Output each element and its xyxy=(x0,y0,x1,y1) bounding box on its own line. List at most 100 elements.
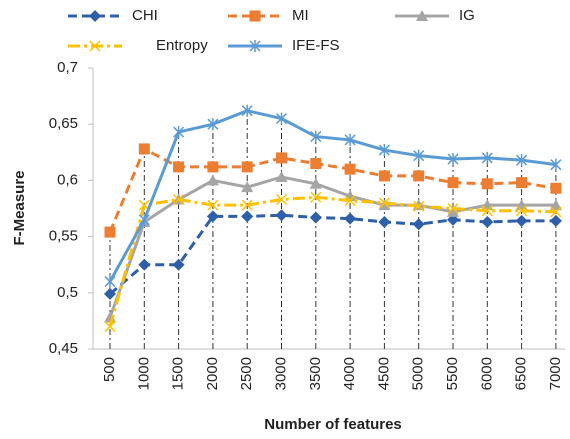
marker xyxy=(206,174,219,186)
marker xyxy=(413,170,425,182)
x-tick-label: 1000 xyxy=(135,357,152,390)
marker xyxy=(549,214,562,227)
marker xyxy=(515,214,528,227)
series-line xyxy=(108,109,557,283)
marker xyxy=(516,205,528,217)
x-tick-label: 5500 xyxy=(444,357,461,390)
marker xyxy=(310,191,322,203)
marker xyxy=(207,161,219,173)
marker xyxy=(138,213,150,226)
marker xyxy=(447,177,459,189)
marker xyxy=(207,199,219,211)
x-tick-label: 7000 xyxy=(547,357,564,390)
legend-label: CHI xyxy=(132,7,158,24)
marker xyxy=(550,182,562,194)
marker xyxy=(276,152,287,164)
legend-marker xyxy=(416,10,428,21)
marker xyxy=(275,193,288,206)
marker xyxy=(241,181,254,193)
legend-label: MI xyxy=(292,7,309,24)
y-tick-label: 0,7 xyxy=(57,59,78,76)
marker xyxy=(516,154,528,167)
marker xyxy=(378,144,390,157)
series-line xyxy=(108,146,557,233)
marker xyxy=(138,143,150,155)
series-line xyxy=(109,213,556,296)
x-tick-label: 6500 xyxy=(513,357,530,390)
marker xyxy=(416,10,428,21)
legend-label: IFE-FS xyxy=(292,37,340,54)
marker xyxy=(344,163,356,175)
x-tick-label: 2000 xyxy=(204,357,221,390)
marker xyxy=(241,161,253,173)
marker xyxy=(104,275,116,288)
marker xyxy=(447,205,459,217)
marker xyxy=(310,130,322,143)
y-tick-label: 0,55 xyxy=(49,228,78,245)
marker xyxy=(378,199,391,211)
series-line xyxy=(108,175,556,319)
marker xyxy=(344,212,357,225)
legend-marker xyxy=(89,40,101,52)
marker xyxy=(275,112,288,125)
legend-label: IG xyxy=(459,7,475,24)
marker xyxy=(481,205,493,217)
x-tick-label: 3000 xyxy=(272,357,289,390)
marker xyxy=(447,153,459,166)
marker xyxy=(378,197,390,209)
x-tick-label: 4500 xyxy=(375,357,392,390)
x-tick-label: 4000 xyxy=(341,357,358,390)
marker xyxy=(104,287,116,300)
marker xyxy=(89,10,101,22)
marker xyxy=(104,226,116,238)
legend-label: Entropy xyxy=(156,37,208,54)
legend-marker xyxy=(249,10,261,22)
marker xyxy=(207,118,219,131)
marker xyxy=(550,206,562,218)
marker xyxy=(249,10,261,22)
marker xyxy=(413,149,425,162)
x-tick-label: 500 xyxy=(101,357,118,382)
marker xyxy=(412,218,425,231)
marker xyxy=(310,158,322,170)
marker xyxy=(104,320,116,333)
y-axis-title: F-Measure xyxy=(11,170,28,245)
marker xyxy=(378,170,390,182)
marker xyxy=(481,151,493,164)
y-tick-label: 0,65 xyxy=(49,115,78,132)
x-axis-title: Number of features xyxy=(264,416,402,433)
marker xyxy=(447,202,459,215)
marker xyxy=(481,178,493,190)
marker xyxy=(173,193,185,206)
x-tick-label: 2500 xyxy=(238,357,255,390)
marker xyxy=(241,104,253,117)
marker xyxy=(173,126,185,139)
legend-marker xyxy=(89,10,101,22)
marker xyxy=(172,258,185,271)
marker xyxy=(241,199,253,211)
x-tick-label: 6000 xyxy=(478,357,495,390)
legend-marker xyxy=(249,40,261,52)
marker xyxy=(344,195,356,207)
marker xyxy=(549,199,562,211)
marker xyxy=(275,209,288,222)
marker xyxy=(344,133,356,146)
marker xyxy=(138,258,151,271)
marker xyxy=(481,215,494,228)
marker xyxy=(309,211,322,224)
marker xyxy=(275,171,288,183)
marker xyxy=(241,210,254,223)
marker xyxy=(249,40,261,52)
y-tick-label: 0,5 xyxy=(57,284,78,301)
x-tick-label: 3500 xyxy=(307,357,324,390)
marker xyxy=(89,40,101,52)
x-tick-label: 5000 xyxy=(410,357,427,390)
series-line xyxy=(108,195,556,327)
marker xyxy=(516,177,528,189)
x-tick-label: 1500 xyxy=(170,357,187,390)
y-tick-label: 0,6 xyxy=(57,171,78,188)
y-tick-label: 0,45 xyxy=(49,340,78,357)
marker xyxy=(550,158,562,171)
